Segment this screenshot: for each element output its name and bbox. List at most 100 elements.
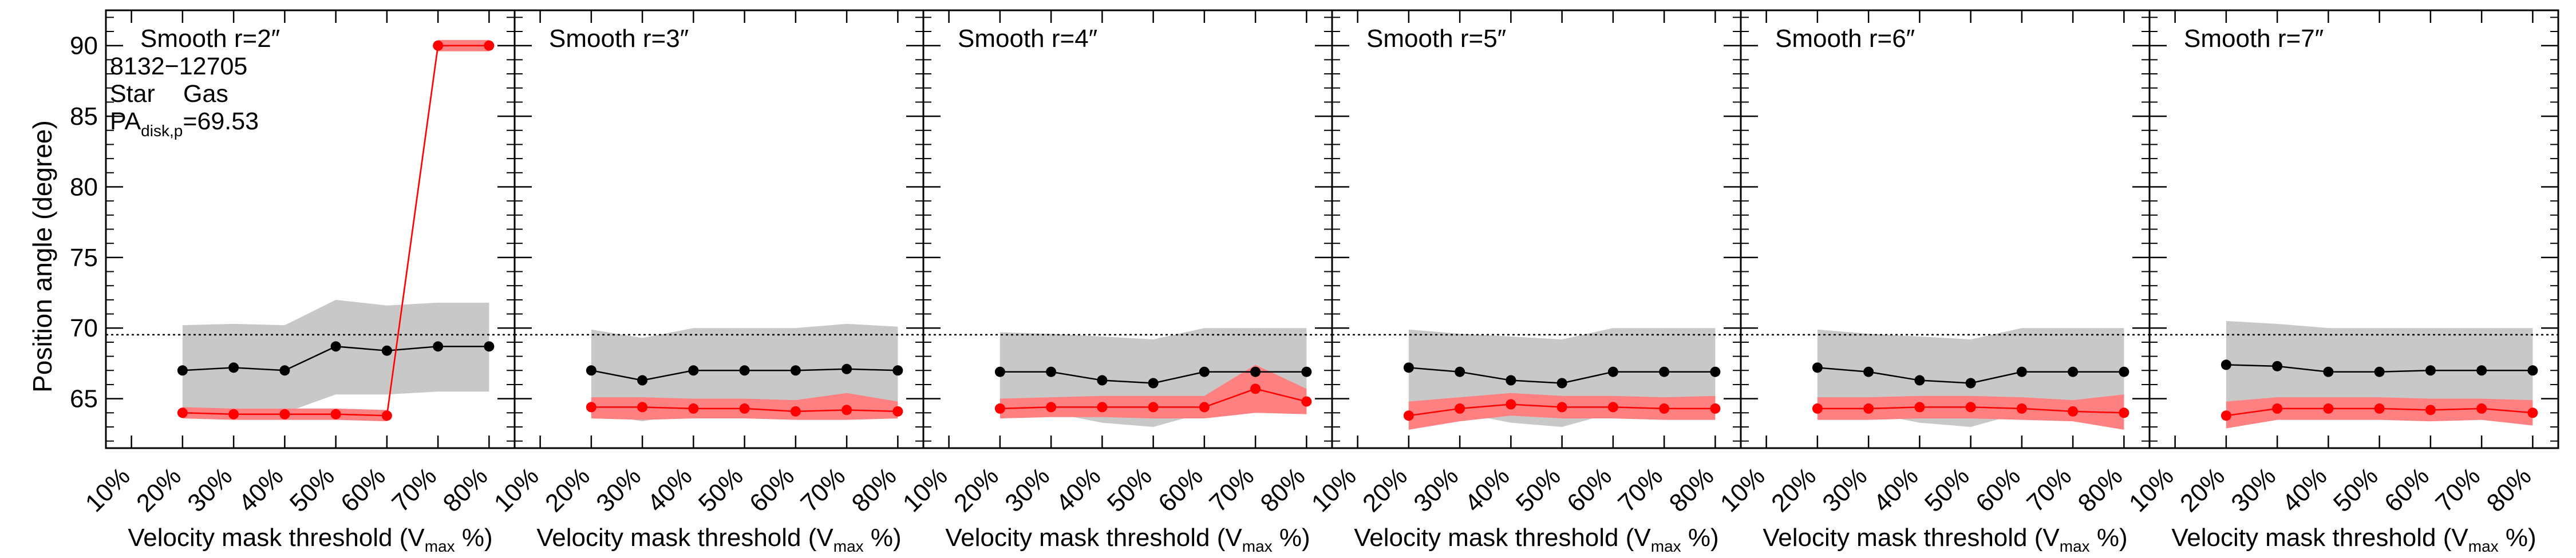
gas-series-point [381, 410, 392, 421]
pa-main: PA [110, 108, 141, 135]
star-series-point [279, 365, 290, 376]
gas-series-point [1148, 402, 1159, 413]
x-axis-label-end: %) [1681, 524, 1719, 552]
star-series-point [1812, 362, 1823, 373]
x-axis-label: Velocity mask threshold (Vmax %) [945, 524, 1310, 555]
star-series-point [1710, 366, 1721, 377]
x-axis-label-end: %) [2499, 524, 2537, 552]
gas-series-point [330, 409, 341, 420]
star-series-point [739, 365, 750, 376]
star-series-point [1607, 366, 1618, 377]
x-axis-label: Velocity mask threshold (Vmax %) [1763, 524, 2127, 555]
x-axis-label-subscript: max [2468, 537, 2499, 555]
legend-gas-label: Gas [183, 80, 228, 108]
star-series-point [994, 366, 1005, 377]
pa-disk-label: PAdisk,p=69.53 [110, 108, 259, 140]
star-series-point [1199, 366, 1210, 377]
sample-info: 8132−12705 Star Gas PAdisk,p=69.53 [110, 53, 259, 140]
gas-series-point [1812, 403, 1823, 414]
x-axis-label-main: Velocity mask threshold (V [1763, 524, 2060, 552]
gas-series-point [1710, 403, 1721, 414]
gas-series-point [2476, 403, 2487, 414]
gas-series-point [1556, 402, 1567, 413]
gas-series-point [1965, 402, 1976, 413]
star-series-point [2476, 365, 2487, 376]
gas-series-point [637, 402, 648, 413]
x-axis-label-end: %) [2090, 524, 2128, 552]
y-axis-label: Position angle (degree) [27, 120, 57, 393]
star-series-point [1863, 366, 1874, 377]
star-series-point [1659, 366, 1670, 377]
x-axis-label-main: Velocity mask threshold (V [1354, 524, 1651, 552]
x-axis-label-main: Velocity mask threshold (V [945, 524, 1242, 552]
sample-id: 8132−12705 [110, 53, 247, 80]
x-axis-label-main: Velocity mask threshold (V [128, 524, 425, 552]
gas-series-point [892, 406, 903, 417]
gas-series-point [2425, 405, 2436, 415]
x-axis-label-subscript: max [1242, 537, 1273, 555]
star-series-point [1097, 375, 1108, 386]
gas-series-point [1506, 399, 1516, 410]
gas-series-point [1199, 402, 1210, 413]
star-series-point [2425, 365, 2436, 376]
star-series-point [433, 341, 444, 352]
star-series-point [637, 375, 648, 386]
x-axis-label-subscript: max [425, 537, 455, 555]
star-series-point [1046, 366, 1057, 377]
gas-series-point [228, 409, 239, 420]
y-tick-label: 90 [70, 32, 98, 60]
star-series-point [2119, 366, 2129, 377]
x-axis-label-end: %) [455, 524, 493, 552]
legend-star-label: Star [110, 80, 155, 108]
gas-series-point [2374, 403, 2385, 414]
y-tick-label: 70 [70, 314, 98, 342]
gas-series-point [1250, 383, 1261, 394]
gas-series-point [1863, 403, 1874, 414]
gas-series-point [2119, 407, 2129, 418]
star-series-point [1301, 366, 1312, 377]
gas-series-point [1403, 410, 1414, 421]
gas-series-point [484, 40, 495, 51]
star-series-point [1506, 375, 1516, 386]
pa-subscript: disk,p [141, 122, 183, 140]
star-series-point [484, 341, 495, 352]
star-series-point [1403, 362, 1414, 373]
gas-series-point [279, 409, 290, 420]
x-axis-label-main: Velocity mask threshold (V [536, 524, 833, 552]
pa-value: =69.53 [183, 108, 259, 135]
gas-series-point [586, 402, 596, 413]
gas-error-band [999, 365, 1307, 419]
gas-series-point [2016, 403, 2027, 414]
gas-series-point [433, 40, 444, 51]
gas-series-point [1097, 402, 1108, 413]
star-series-point [2374, 366, 2385, 377]
star-series-point [228, 362, 239, 373]
panel-4: 10%20%30%40%50%60%70%80%Smooth r=5″Veloc… [1306, 9, 1742, 555]
panel-title: Smooth r=4″ [958, 25, 1097, 53]
gas-series-point [2221, 410, 2231, 421]
x-axis-label: Velocity mask threshold (Vmax %) [128, 524, 492, 555]
panel-title: Smooth r=7″ [2184, 25, 2324, 53]
x-axis-label-subscript: max [833, 537, 864, 555]
star-series-point [1965, 378, 1976, 389]
x-axis-label-subscript: max [2060, 537, 2090, 555]
panel-title: Smooth r=3″ [549, 25, 689, 53]
star-series-point [2016, 366, 2027, 377]
x-axis-label: Velocity mask threshold (Vmax %) [2171, 524, 2536, 555]
star-series-point [2221, 359, 2231, 370]
gas-series-point [2272, 403, 2283, 414]
star-error-band [182, 299, 489, 419]
gas-series-point [739, 403, 750, 414]
gas-series-point [688, 403, 699, 414]
x-axis-label-main: Velocity mask threshold (V [2171, 524, 2468, 552]
x-axis-label: Velocity mask threshold (Vmax %) [536, 524, 901, 555]
gas-series-point [2527, 407, 2538, 418]
gas-series-point [1914, 402, 1925, 413]
star-series-point [2068, 366, 2079, 377]
star-series-point [688, 365, 699, 376]
gas-series-point [1046, 402, 1057, 413]
star-series-point [1148, 378, 1159, 389]
panel-title: Smooth r=2″ [140, 25, 280, 53]
